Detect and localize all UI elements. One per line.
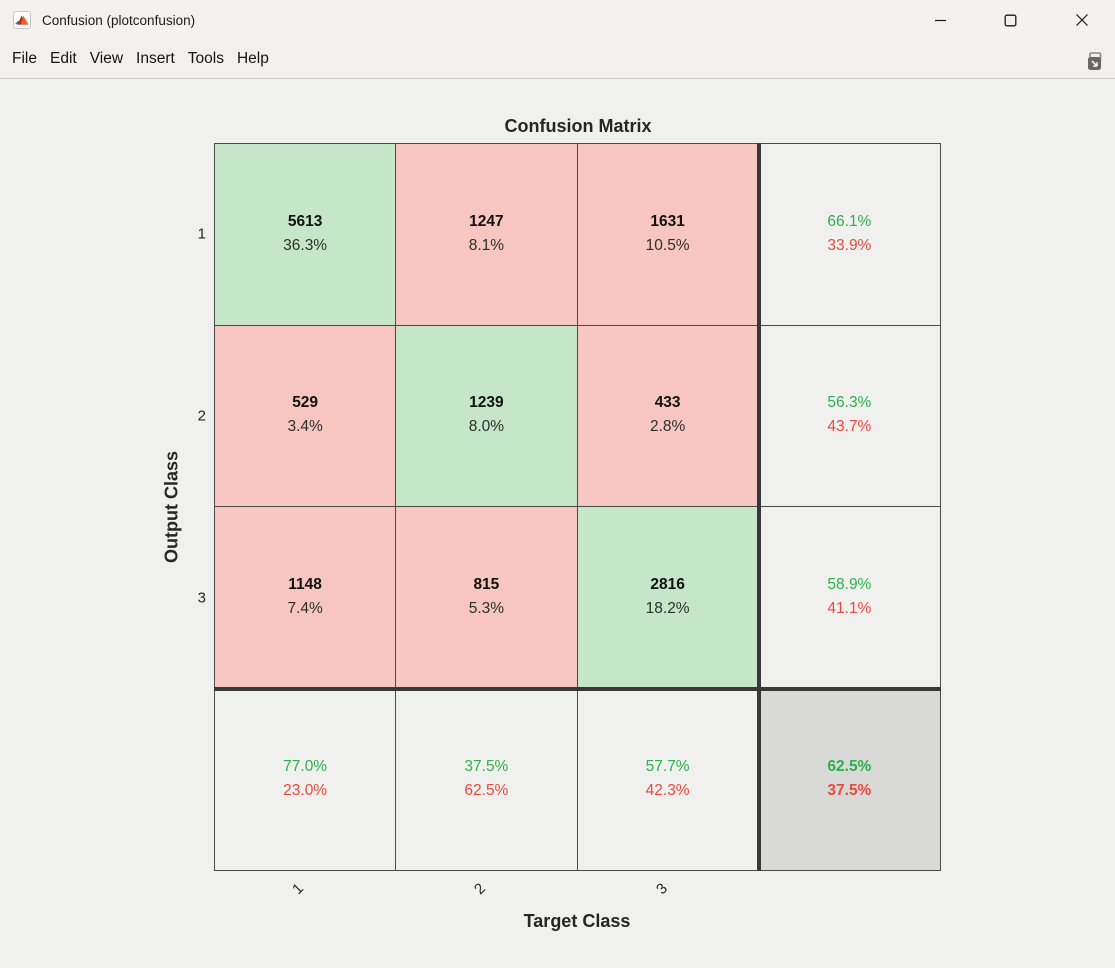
- col-error-percent: 42.3%: [645, 781, 690, 799]
- row-correct-percent: 56.3%: [827, 394, 872, 412]
- overall-error-percent: 37.5%: [827, 781, 872, 799]
- x-axis-label: Target Class: [523, 911, 631, 931]
- overall-correct-percent: 62.5%: [827, 757, 872, 775]
- col-correct-percent: 57.7%: [645, 757, 690, 775]
- plot-title: Confusion Matrix: [504, 116, 652, 136]
- row-summary-3: 58.9% 41.1%: [758, 507, 940, 689]
- menu-help[interactable]: Help: [236, 50, 269, 67]
- col-summary-3: 57.7% 42.3%: [577, 688, 759, 870]
- cell-count: 433: [654, 394, 681, 412]
- cell-count: 1148: [288, 575, 322, 593]
- close-icon: [1076, 14, 1088, 26]
- window-title: Confusion (plotconfusion): [42, 12, 196, 28]
- summary-separator-horizontal: [214, 687, 941, 691]
- matrix-cell-3-1: 1148 7.4%: [215, 507, 397, 689]
- maximize-icon: [1004, 14, 1016, 26]
- col-correct-percent: 77.0%: [283, 757, 328, 775]
- y-axis-label: Output Class: [161, 450, 182, 564]
- confusion-matrix-grid: 5613 36.3% 1247 8.1% 1631 10.5% 66.1% 33…: [214, 143, 941, 871]
- cell-percent: 5.3%: [468, 599, 505, 617]
- cell-count: 1247: [469, 212, 504, 230]
- cell-count: 529: [292, 394, 319, 412]
- y-tick-3: 3: [197, 589, 206, 607]
- cell-percent: 3.4%: [287, 418, 323, 436]
- menu-view[interactable]: View: [89, 50, 124, 67]
- cell-count: 1631: [650, 212, 685, 230]
- matrix-cell-1-1: 5613 36.3%: [215, 144, 397, 326]
- maximize-button[interactable]: [982, 0, 1038, 40]
- y-tick-2: 2: [197, 407, 206, 425]
- row-error-percent: 43.7%: [827, 418, 872, 436]
- row-error-percent: 41.1%: [827, 599, 872, 617]
- col-error-percent: 23.0%: [283, 781, 328, 799]
- cell-percent: 8.1%: [468, 236, 505, 254]
- matrix-cell-1-2: 1247 8.1%: [396, 144, 578, 326]
- cell-count: 1239: [469, 394, 504, 412]
- row-summary-1: 66.1% 33.9%: [758, 144, 940, 326]
- row-correct-percent: 58.9%: [827, 575, 872, 593]
- col-summary-1: 77.0% 23.0%: [215, 688, 397, 870]
- row-correct-percent: 66.1%: [827, 212, 872, 230]
- title-bar: Confusion (plotconfusion): [0, 0, 1115, 40]
- menu-file[interactable]: File: [12, 50, 37, 67]
- cell-percent: 10.5%: [645, 236, 690, 254]
- cell-count: 815: [473, 575, 500, 593]
- menu-edit[interactable]: Edit: [49, 50, 77, 67]
- row-error-percent: 33.9%: [827, 236, 872, 254]
- menu-tools[interactable]: Tools: [187, 50, 224, 67]
- close-button[interactable]: [1054, 0, 1110, 40]
- cell-percent: 2.8%: [649, 418, 686, 436]
- cell-percent: 8.0%: [468, 418, 505, 436]
- cell-percent: 36.3%: [283, 236, 328, 254]
- row-summary-2: 56.3% 43.7%: [758, 325, 940, 507]
- cell-count: 5613: [287, 212, 323, 230]
- cell-percent: 7.4%: [287, 599, 323, 617]
- y-tick-1: 1: [197, 225, 206, 243]
- matrix-cell-2-2: 1239 8.0%: [396, 325, 578, 507]
- summary-separator-vertical: [757, 143, 761, 871]
- overall-accuracy-cell: 62.5% 37.5%: [758, 688, 940, 870]
- minimize-button[interactable]: [912, 0, 968, 40]
- matrix-cell-1-3: 1631 10.5%: [577, 144, 759, 326]
- matrix-cell-3-3: 2816 18.2%: [577, 507, 759, 689]
- menu-bar: File Edit View Insert Tools Help: [0, 40, 1115, 79]
- menu-insert[interactable]: Insert: [136, 50, 175, 67]
- cell-count: 2816: [650, 575, 685, 593]
- col-summary-2: 37.5% 62.5%: [396, 688, 578, 870]
- matrix-cell-3-2: 815 5.3%: [396, 507, 578, 689]
- dock-back-square-icon: [1089, 52, 1102, 61]
- matrix-cell-2-1: 529 3.4%: [215, 325, 397, 507]
- matlab-logo-icon: [13, 11, 31, 29]
- col-correct-percent: 37.5%: [464, 757, 509, 775]
- minimize-icon: [934, 19, 946, 21]
- cell-percent: 18.2%: [645, 599, 690, 617]
- dock-figure-button[interactable]: [1081, 49, 1105, 73]
- matrix-cell-2-3: 433 2.8%: [577, 325, 759, 507]
- col-error-percent: 62.5%: [464, 781, 509, 799]
